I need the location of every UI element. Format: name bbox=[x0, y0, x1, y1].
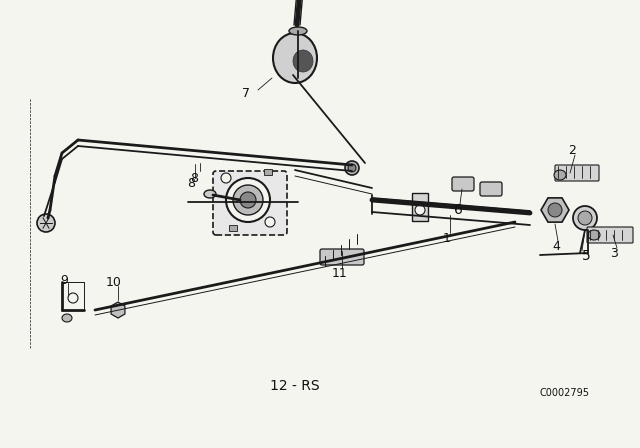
Ellipse shape bbox=[62, 314, 72, 322]
Text: 3: 3 bbox=[610, 246, 618, 259]
Text: 6: 6 bbox=[454, 203, 463, 217]
FancyBboxPatch shape bbox=[320, 249, 364, 265]
Text: 5: 5 bbox=[582, 249, 590, 263]
Text: 2: 2 bbox=[568, 143, 576, 156]
Text: 4: 4 bbox=[552, 240, 560, 253]
Text: C0002795: C0002795 bbox=[540, 388, 590, 398]
Text: 12 - RS: 12 - RS bbox=[270, 379, 320, 393]
Text: 8: 8 bbox=[187, 177, 195, 190]
Text: 9: 9 bbox=[60, 273, 68, 287]
Circle shape bbox=[233, 185, 263, 215]
Circle shape bbox=[348, 164, 356, 172]
Circle shape bbox=[548, 203, 562, 217]
Text: 7: 7 bbox=[242, 86, 250, 99]
Ellipse shape bbox=[293, 50, 313, 72]
Ellipse shape bbox=[289, 27, 307, 35]
Circle shape bbox=[573, 206, 597, 230]
Circle shape bbox=[221, 173, 231, 183]
FancyBboxPatch shape bbox=[452, 177, 474, 191]
Text: 10: 10 bbox=[106, 276, 122, 289]
Circle shape bbox=[265, 217, 275, 227]
Circle shape bbox=[37, 214, 55, 232]
FancyBboxPatch shape bbox=[213, 171, 287, 235]
Ellipse shape bbox=[204, 190, 216, 198]
Circle shape bbox=[415, 205, 425, 215]
Text: 8: 8 bbox=[190, 172, 198, 185]
FancyBboxPatch shape bbox=[587, 227, 633, 243]
Circle shape bbox=[240, 192, 256, 208]
Ellipse shape bbox=[554, 170, 566, 180]
Text: 11: 11 bbox=[332, 267, 348, 280]
FancyBboxPatch shape bbox=[480, 182, 502, 196]
Circle shape bbox=[345, 161, 359, 175]
Bar bbox=[264, 169, 272, 175]
Circle shape bbox=[68, 293, 78, 303]
Bar bbox=[412, 193, 428, 221]
Text: 1: 1 bbox=[443, 232, 451, 245]
Ellipse shape bbox=[588, 230, 600, 240]
Circle shape bbox=[578, 211, 592, 225]
Bar bbox=[229, 225, 237, 231]
Ellipse shape bbox=[273, 33, 317, 83]
Circle shape bbox=[226, 178, 270, 222]
FancyBboxPatch shape bbox=[555, 165, 599, 181]
